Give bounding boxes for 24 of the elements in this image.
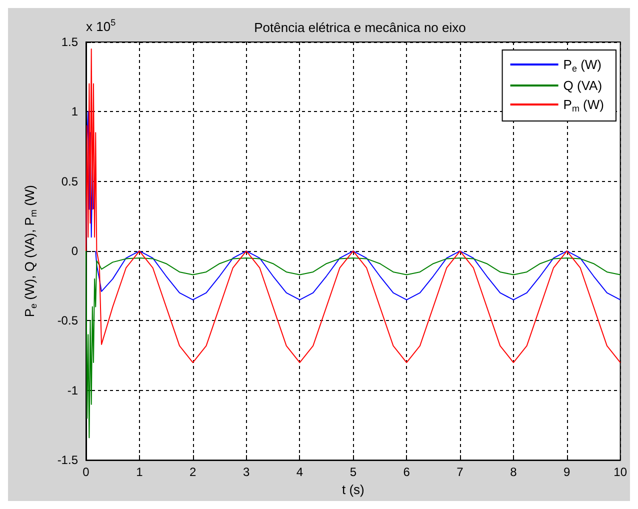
- x-tick-label: 2: [190, 465, 197, 480]
- x-tick-label: 3: [242, 465, 250, 480]
- legend-label: Q (VA): [563, 78, 602, 93]
- line-series: [86, 250, 621, 438]
- y-tick-label: -1: [67, 383, 78, 398]
- y-tick-label: 1.5: [61, 35, 78, 49]
- x-tick-label: 9: [564, 465, 571, 480]
- x-tick-label: 0: [82, 465, 90, 480]
- line-series: [86, 48, 621, 364]
- x-tick-label: 10: [614, 465, 628, 480]
- y-tick-label: 1: [71, 104, 78, 119]
- x-tick-label: 8: [510, 465, 518, 480]
- y-tick-label: -0.5: [57, 314, 78, 328]
- x-tick-label: 1: [136, 465, 144, 480]
- x-tick-label: 5: [350, 465, 357, 480]
- y-tick-label: -1.5: [57, 453, 78, 468]
- x-tick-label: 4: [296, 465, 304, 480]
- y-tick-label: 0.5: [61, 174, 78, 188]
- y-tick-label: 0: [71, 244, 78, 258]
- chart-title: Potência elétrica e mecânica no eixo: [254, 20, 466, 35]
- y-axis-title: Pe (W), Q (VA), Pm (W): [22, 184, 38, 318]
- x-axis-title: t (s): [342, 482, 364, 497]
- x-tick-label: 6: [403, 465, 410, 480]
- x-tick-label: 7: [456, 465, 464, 480]
